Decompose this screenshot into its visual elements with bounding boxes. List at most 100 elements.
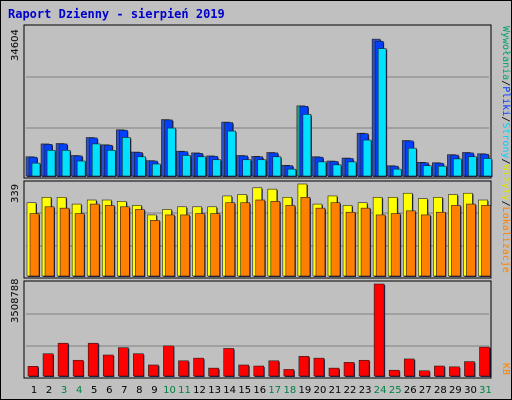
visits-y-max-label: 339 (10, 184, 21, 203)
x-tick-label: 5 (91, 385, 97, 396)
bar-sites-day-14 (225, 202, 235, 277)
x-tick-label: 11 (178, 385, 191, 396)
bar-kb-day-2 (42, 353, 54, 377)
legend-files: Pliki (500, 86, 511, 116)
bar-strony-day-16 (257, 159, 267, 177)
bar-sites-day-1 (29, 213, 40, 277)
bar-strony-day-21 (332, 164, 342, 177)
bar-sites-day-31 (481, 205, 491, 277)
x-tick-label: 30 (464, 385, 477, 396)
bar-sites-day-3 (59, 207, 70, 277)
bar-kb-day-18 (283, 369, 295, 377)
bar-kb-day-1 (27, 365, 39, 377)
x-tick-label: 3 (61, 385, 67, 396)
legend-sites: Lokalizacje (500, 207, 511, 273)
x-tick-label: 23 (359, 385, 372, 396)
x-tick-label: 20 (314, 385, 327, 396)
bar-strony-day-29 (453, 158, 462, 177)
bar-strony-day-26 (407, 147, 417, 177)
bar-strony-day-4 (76, 160, 86, 177)
bar-sites-day-11 (180, 214, 190, 277)
bar-strony-day-27 (422, 165, 432, 177)
legend-pages: Strony (500, 122, 511, 158)
x-tick-label: 2 (46, 385, 52, 396)
bar-sites-day-2 (44, 206, 55, 277)
legend-separator: / (500, 116, 511, 122)
bar-strony-day-9 (152, 163, 161, 177)
bar-strony-day-24 (377, 48, 387, 177)
x-tick-label: 28 (434, 385, 447, 396)
x-tick-label: 18 (283, 385, 296, 396)
x-tick-label: 21 (329, 385, 342, 396)
x-tick-label: 26 (404, 385, 417, 396)
bar-strony-day-12 (197, 156, 206, 177)
bar-sites-day-17 (270, 201, 281, 277)
bar-kb-day-16 (253, 365, 265, 377)
bar-kb-day-4 (72, 359, 84, 377)
bar-sites-day-18 (285, 205, 296, 277)
x-tick-label: 13 (208, 385, 221, 396)
bar-strony-day-19 (302, 114, 312, 177)
bar-kb-day-12 (193, 357, 204, 377)
bar-strony-day-23 (362, 139, 372, 177)
bar-sites-day-6 (104, 205, 115, 277)
x-tick-label: 31 (479, 385, 492, 396)
bar-kb-day-13 (208, 367, 219, 377)
hits-y-max-label: 34604 (10, 29, 21, 61)
bar-sites-day-23 (360, 207, 371, 277)
x-tick-label: 14 (223, 385, 236, 396)
bar-kb-day-7 (118, 347, 129, 377)
bar-kb-day-22 (343, 362, 355, 377)
bar-strony-day-3 (61, 150, 71, 177)
bar-sites-day-30 (466, 203, 476, 277)
x-tick-label: 25 (389, 385, 402, 396)
bar-kb-day-14 (223, 348, 234, 377)
bar-sites-day-13 (210, 213, 220, 277)
bar-sites-day-24 (375, 214, 386, 277)
bar-kb-day-15 (238, 364, 249, 377)
bar-sites-day-29 (451, 205, 461, 277)
bar-sites-day-21 (330, 202, 341, 277)
bar-kb-day-6 (102, 354, 114, 377)
bar-sites-day-15 (240, 202, 250, 277)
bar-strony-day-20 (317, 161, 327, 177)
bar-kb-day-24 (373, 283, 385, 377)
legend-separator: / (500, 201, 511, 207)
bar-kb-day-17 (268, 360, 280, 377)
bar-strony-day-22 (347, 161, 357, 177)
x-tick-label: 24 (374, 385, 387, 396)
bar-strony-day-30 (468, 156, 477, 177)
bar-sites-day-8 (135, 209, 145, 277)
bar-strony-day-28 (438, 165, 447, 177)
bar-strony-day-8 (137, 156, 146, 177)
bar-sites-day-22 (345, 211, 356, 277)
bar-kb-day-11 (178, 360, 189, 377)
bar-sites-day-16 (255, 199, 266, 277)
bar-kb-day-27 (418, 370, 430, 377)
bar-strony-day-5 (91, 143, 101, 177)
bar-kb-day-19 (298, 356, 310, 377)
x-tick-label: 12 (193, 385, 206, 396)
bar-kb-day-31 (479, 346, 490, 377)
side-legend: Wywołania/Pliki/Strony/Wizyty/Lokalizacj… (500, 26, 511, 273)
legend-hits: Wywołania (500, 26, 511, 80)
bar-strony-day-18 (287, 168, 297, 177)
bar-sites-day-10 (165, 214, 175, 277)
bar-kb-day-9 (148, 364, 159, 377)
bar-kb-day-29 (449, 366, 460, 377)
bar-sites-day-5 (89, 203, 100, 277)
x-tick-label: 9 (151, 385, 157, 396)
bar-kb-day-10 (163, 345, 174, 377)
bar-kb-day-21 (328, 367, 340, 377)
bar-kb-day-23 (358, 359, 370, 377)
bar-strony-day-1 (31, 162, 41, 177)
x-tick-label: 4 (76, 385, 82, 396)
bar-strony-day-31 (483, 158, 492, 177)
bar-sites-day-9 (150, 220, 160, 277)
bar-sites-day-25 (390, 213, 401, 277)
bar-strony-day-11 (182, 155, 191, 177)
x-tick-label: 19 (299, 385, 312, 396)
bar-kb-day-3 (57, 342, 69, 377)
bar-strony-day-6 (106, 150, 116, 177)
